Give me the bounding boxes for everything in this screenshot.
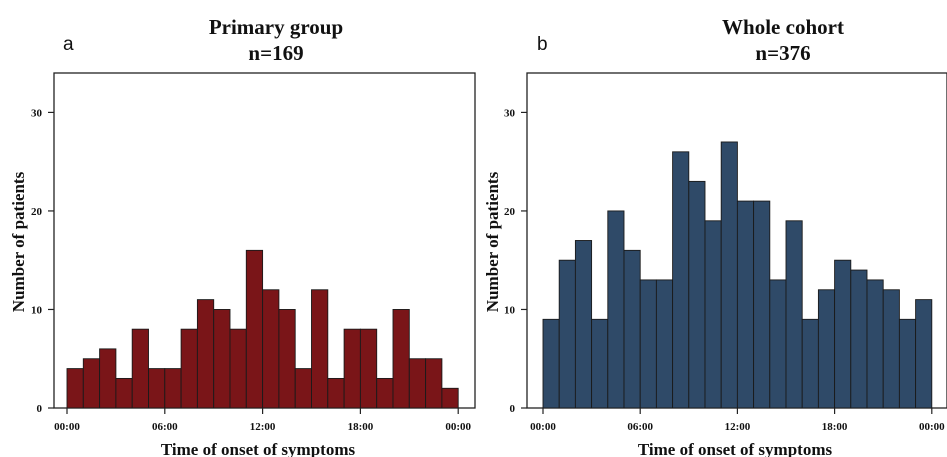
histogram-bar — [99, 348, 117, 409]
histogram-bar — [623, 249, 641, 409]
panel-letter: b — [537, 34, 548, 55]
histogram-bar — [131, 328, 149, 409]
x-axis-label: Time of onset of symptoms — [638, 440, 833, 457]
x-tick-label: 12:00 — [725, 421, 751, 433]
histogram-bar — [801, 318, 819, 409]
panel-whole-cohort: b Whole cohort n=376 Number of patients … — [483, 15, 947, 457]
histogram-bar — [262, 289, 280, 409]
histogram-bar — [542, 318, 560, 409]
y-axis-label: Number of patients — [483, 171, 502, 312]
histogram-bar — [672, 151, 690, 409]
x-tick-label: 00:00 — [54, 421, 80, 433]
histogram-bar — [866, 279, 884, 409]
histogram-bar — [688, 180, 706, 409]
histogram-bar — [180, 328, 198, 409]
histogram-bar — [196, 299, 215, 409]
histogram-bar — [392, 309, 410, 409]
x-tick-label: 06:00 — [627, 421, 653, 433]
plot-area: 0 10 20 30 00:00 06:00 12:00 18:00 00:00 — [504, 72, 947, 433]
histogram-bar — [785, 220, 803, 409]
x-tick-label: 00:00 — [530, 421, 556, 433]
chart-title: Whole cohort — [722, 15, 844, 39]
histogram-bar — [655, 279, 674, 409]
histogram-bar — [115, 377, 133, 409]
histogram-bar — [817, 289, 836, 409]
histogram-bar — [607, 210, 625, 409]
chart-title: Primary group — [209, 15, 343, 39]
x-tick-label: 00:00 — [445, 421, 471, 433]
histogram-bar — [213, 309, 231, 409]
chart-subtitle: n=169 — [248, 41, 303, 65]
x-axis-label: Time of onset of symptoms — [161, 440, 356, 457]
histogram-bar — [753, 200, 771, 409]
histogram-bar — [736, 200, 755, 409]
histogram-bar — [278, 309, 296, 409]
y-tick-label: 20 — [504, 206, 516, 218]
histogram-bar — [66, 368, 84, 409]
histogram-bar — [82, 358, 101, 409]
histogram-bar — [704, 220, 722, 409]
y-tick-label: 20 — [31, 206, 43, 218]
x-tick-label: 06:00 — [152, 421, 178, 433]
plot-area: 0 10 20 30 00:00 06:00 12:00 18:00 00:00 — [31, 72, 476, 433]
histogram-bar — [850, 269, 868, 409]
histogram-bar — [898, 318, 917, 409]
histogram-bar — [558, 259, 576, 409]
x-tick-label: 00:00 — [919, 421, 945, 433]
histogram-bar — [327, 377, 345, 409]
histogram-bar — [294, 368, 312, 409]
panel-letter: a — [63, 34, 74, 55]
panel-primary-group: a Primary group n=169 Number of patients… — [9, 15, 476, 457]
x-tick-label: 18:00 — [822, 421, 848, 433]
y-tick-label: 10 — [31, 304, 43, 316]
histogram-bar — [834, 259, 852, 409]
x-tick-label: 12:00 — [250, 421, 276, 433]
histogram-bar — [574, 240, 593, 409]
histogram-bar — [591, 318, 609, 409]
y-tick-label: 30 — [31, 107, 43, 119]
histogram-bar — [376, 377, 394, 409]
histogram-bar — [343, 328, 361, 409]
histogram-bar — [720, 141, 738, 409]
histogram-bar — [311, 289, 329, 409]
histogram-bar — [639, 279, 657, 409]
y-tick-label: 30 — [504, 107, 516, 119]
histogram-bar — [408, 358, 427, 409]
histogram-bar — [359, 328, 378, 409]
histogram-bar — [245, 249, 264, 409]
histogram-bar — [882, 289, 900, 409]
y-tick-label: 0 — [37, 403, 43, 415]
y-tick-label: 0 — [510, 403, 516, 415]
histogram-bar — [769, 279, 787, 409]
chart-subtitle: n=376 — [755, 41, 810, 65]
histogram-bar — [148, 368, 166, 409]
histogram-bar — [425, 358, 443, 409]
x-tick-label: 18:00 — [348, 421, 374, 433]
histogram-bar — [229, 328, 247, 409]
histogram-bar — [915, 299, 933, 409]
y-axis-label: Number of patients — [9, 171, 28, 312]
histogram-bar — [164, 368, 182, 409]
y-tick-label: 10 — [504, 304, 516, 316]
histogram-bar — [441, 387, 459, 409]
